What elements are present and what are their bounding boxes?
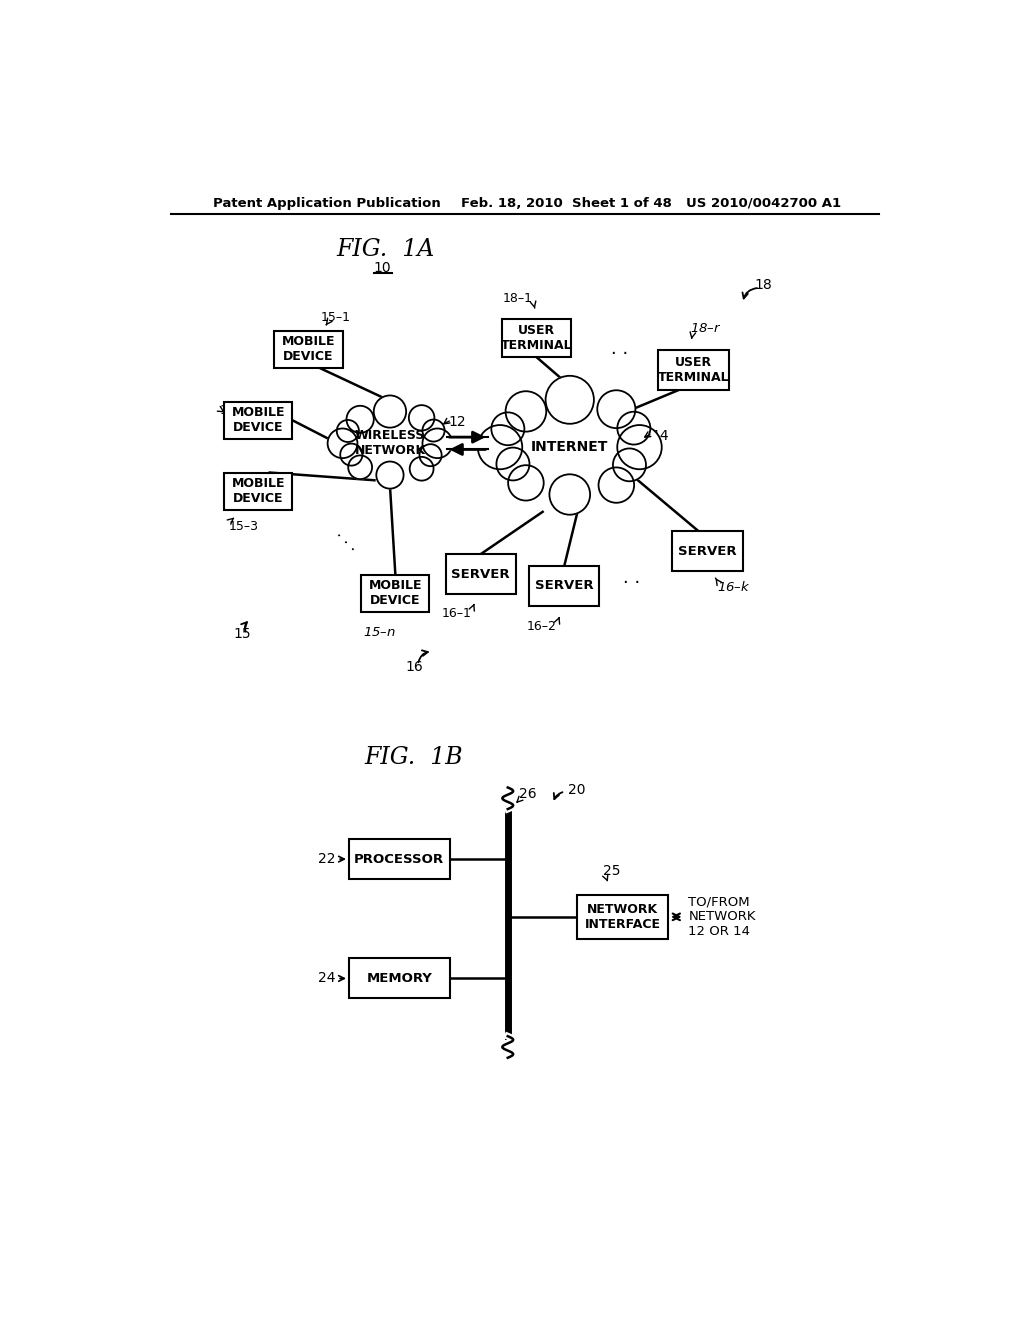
Text: 10: 10	[374, 261, 391, 275]
Text: US 2010/0042700 A1: US 2010/0042700 A1	[686, 197, 841, 210]
Text: 15–1: 15–1	[321, 312, 350, 323]
Bar	[445, 554, 515, 594]
Text: WIRELESS
NETWORK: WIRELESS NETWORK	[354, 429, 426, 457]
Text: SERVER: SERVER	[678, 545, 737, 557]
Circle shape	[617, 412, 650, 445]
Circle shape	[420, 444, 441, 466]
Circle shape	[492, 412, 524, 445]
Bar	[349, 840, 450, 879]
Circle shape	[423, 420, 444, 442]
Bar	[529, 566, 599, 606]
Text: MOBILE
DEVICE: MOBILE DEVICE	[369, 579, 422, 607]
Text: USER
TERMINAL: USER TERMINAL	[658, 356, 729, 384]
Circle shape	[597, 391, 636, 428]
Text: 16: 16	[406, 660, 424, 673]
Circle shape	[506, 391, 546, 432]
Circle shape	[546, 376, 594, 424]
Text: 15–3: 15–3	[228, 520, 259, 533]
Circle shape	[478, 425, 522, 469]
Bar	[224, 401, 292, 438]
Bar	[349, 958, 450, 998]
Text: PROCESSOR: PROCESSOR	[354, 853, 444, 866]
Bar	[672, 531, 743, 572]
Bar	[361, 576, 429, 612]
Text: Feb. 18, 2010  Sheet 1 of 48: Feb. 18, 2010 Sheet 1 of 48	[461, 197, 672, 210]
Circle shape	[376, 462, 403, 488]
Text: MOBILE
DEVICE: MOBILE DEVICE	[231, 477, 285, 506]
Text: MOBILE
DEVICE: MOBILE DEVICE	[282, 335, 335, 363]
Text: . .: . .	[624, 569, 640, 587]
Text: SERVER: SERVER	[535, 579, 594, 593]
Text: SERVER: SERVER	[452, 568, 510, 581]
Text: 20: 20	[568, 783, 586, 797]
Text: 16–2: 16–2	[526, 620, 557, 634]
Text: . . .: . . .	[334, 525, 362, 553]
Text: USER
TERMINAL: USER TERMINAL	[501, 323, 572, 352]
Bar	[502, 318, 571, 358]
Text: 22: 22	[318, 853, 336, 866]
Circle shape	[423, 429, 453, 458]
Ellipse shape	[342, 409, 437, 478]
Circle shape	[346, 405, 374, 433]
Text: NETWORK
INTERFACE: NETWORK INTERFACE	[585, 903, 660, 931]
Text: MEMORY: MEMORY	[367, 972, 432, 985]
Circle shape	[497, 447, 529, 480]
Circle shape	[348, 455, 372, 479]
Bar	[274, 331, 343, 368]
Text: INTERNET: INTERNET	[531, 440, 608, 454]
Text: 15–2: 15–2	[219, 404, 250, 417]
Text: 15: 15	[233, 627, 252, 642]
Circle shape	[337, 420, 359, 442]
Text: 25: 25	[603, 865, 621, 878]
Ellipse shape	[508, 403, 632, 491]
Text: 18–$r$: 18–$r$	[690, 322, 722, 335]
Text: 12: 12	[449, 414, 466, 429]
Text: 18: 18	[755, 279, 772, 293]
Bar	[224, 473, 292, 510]
Text: 14: 14	[651, 429, 669, 442]
Text: FIG.  1B: FIG. 1B	[364, 746, 463, 770]
Circle shape	[410, 457, 433, 480]
Circle shape	[617, 425, 662, 469]
Circle shape	[508, 465, 544, 500]
Circle shape	[340, 444, 362, 466]
Circle shape	[613, 449, 646, 482]
Text: . .: . .	[610, 341, 628, 358]
Text: TO/FROM
NETWORK
12 OR 14: TO/FROM NETWORK 12 OR 14	[688, 895, 756, 939]
Bar	[577, 895, 669, 940]
Text: 16–1: 16–1	[441, 607, 471, 620]
Circle shape	[599, 467, 634, 503]
Text: 26: 26	[518, 787, 537, 801]
Text: 18–1: 18–1	[503, 293, 532, 305]
Text: MOBILE
DEVICE: MOBILE DEVICE	[231, 407, 285, 434]
Ellipse shape	[500, 396, 640, 498]
Circle shape	[409, 405, 434, 430]
Ellipse shape	[348, 413, 432, 473]
Circle shape	[550, 474, 590, 515]
Text: FIG.  1A: FIG. 1A	[336, 238, 434, 261]
Text: 24: 24	[318, 972, 336, 986]
Bar	[658, 350, 729, 391]
Text: 15–$n$: 15–$n$	[364, 626, 396, 639]
Bar	[446, 437, 488, 449]
Text: 16–$k$: 16–$k$	[717, 581, 751, 594]
Circle shape	[328, 429, 357, 458]
Circle shape	[374, 396, 407, 428]
Text: Patent Application Publication: Patent Application Publication	[213, 197, 441, 210]
